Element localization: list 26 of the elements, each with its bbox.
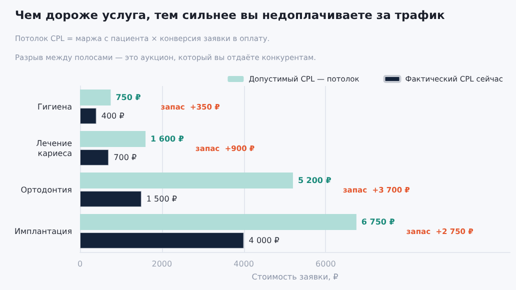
y-tick-label: Ортодонтия [20,185,72,194]
x-axis-title: Стоимость заявки, ₽ [252,272,338,282]
y-tick-label: Лечение кариеса [36,138,72,158]
bar [80,108,96,124]
data-label: 700 ₽ [114,152,137,162]
y-tick-label: Гигиена [37,102,72,112]
data-label: 5 200 ₽ [298,176,332,186]
data-label: 1 500 ₽ [146,194,177,204]
x-tick-label: 2000 [152,260,172,268]
data-label: 750 ₽ [116,93,142,102]
bar [80,214,356,230]
y-tick-label: Имплантация [14,226,72,236]
x-tick-label: 4000 [234,260,254,268]
x-tick-label: 0 [77,260,83,268]
bar [80,149,109,166]
bar [80,172,293,189]
bar [80,90,111,106]
data-label: 6 750 ₽ [361,218,396,227]
data-label: 400 ₽ [101,111,124,120]
bar [80,232,244,248]
x-tick-label: 6000 [316,260,336,268]
chart-title: Чем дороже услуга, тем сильнее вы недоплачиваете за трафик [15,8,445,22]
bar [80,190,142,207]
data-label: 1 600 ₽ [150,134,184,144]
data-label: 4 000 ₽ [248,236,280,245]
bar [80,131,146,148]
